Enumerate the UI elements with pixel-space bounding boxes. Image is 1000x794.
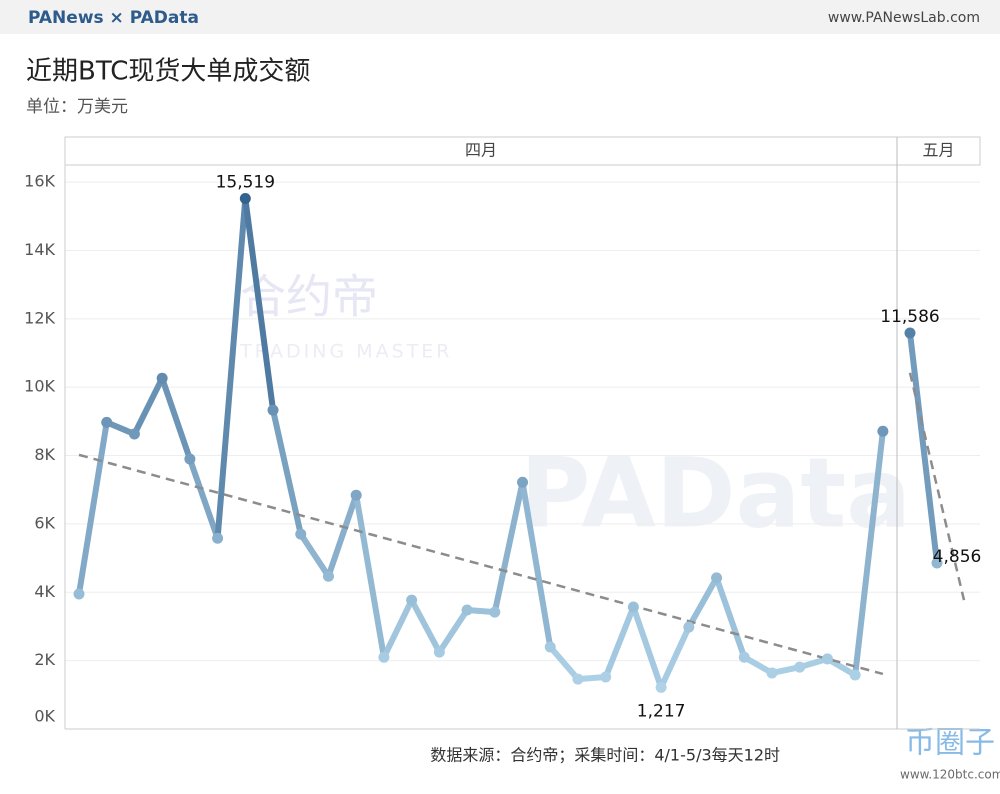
point: [711, 572, 723, 584]
point: [156, 372, 168, 384]
point: [600, 671, 612, 683]
point: [572, 673, 584, 685]
point: [322, 570, 334, 582]
line-segment: [519, 479, 554, 650]
line-segment: [630, 603, 665, 691]
panel-label: 五月: [922, 141, 954, 160]
y-tick-label: 4K: [34, 582, 55, 601]
y-tick-label: 8K: [34, 445, 55, 464]
point: [683, 621, 695, 633]
watermark: PAData: [520, 437, 911, 549]
source-note: 数据来源：合约帝；采集时间：4/1-5/3每天12时: [430, 746, 780, 765]
y-tick-label: 10K: [24, 377, 55, 396]
line-segment: [270, 407, 304, 538]
watermark: 币圈子: [905, 726, 995, 761]
site-url: www.PANewsLab.com: [828, 10, 980, 26]
line-segment: [685, 574, 720, 631]
y-tick-label: 14K: [24, 240, 55, 259]
point: [794, 661, 806, 673]
point: [101, 416, 113, 428]
chart-title: 近期BTC现货大单成交额: [26, 57, 310, 87]
point: [378, 651, 390, 663]
point: [295, 528, 307, 540]
point: [821, 653, 833, 665]
line-segment: [547, 643, 581, 683]
line-segment: [214, 195, 249, 542]
line-segment: [186, 455, 221, 542]
point: [128, 428, 140, 440]
point: [627, 601, 639, 613]
line-segment: [76, 419, 110, 597]
point: [433, 646, 445, 658]
point: [239, 193, 251, 205]
point: [738, 651, 750, 663]
chart-subtitle: 单位：万美元: [26, 97, 128, 117]
line-segment: [325, 492, 360, 580]
line-segment: [658, 624, 692, 691]
line-segment: [159, 375, 193, 462]
point: [766, 667, 778, 679]
line-segment: [408, 597, 443, 656]
line-segment: [131, 375, 166, 438]
line-segment: [436, 607, 471, 656]
y-tick-label: 6K: [34, 513, 55, 532]
watermark: TRADING MASTER: [239, 341, 453, 363]
header-strip: [64, 136, 981, 166]
point: [904, 327, 916, 339]
point: [350, 489, 362, 501]
point: [267, 404, 279, 416]
point: [849, 669, 861, 681]
point: [931, 557, 943, 569]
line-segment: [242, 195, 277, 414]
line-segment: [380, 597, 415, 661]
point: [73, 588, 85, 600]
plot: 0K 2K 4K 6K 8K 10K 12K 14K 16K 四月 15,519 1,217 五月 11,…: [24, 136, 982, 730]
point: [489, 606, 501, 618]
brand: PANews × PAData: [28, 8, 199, 28]
point: [406, 594, 418, 606]
panel-label: 四月: [465, 141, 497, 160]
y-tick-label: 16K: [24, 172, 55, 191]
trend-line: [78, 453, 884, 676]
data-label: 1,217: [637, 701, 686, 721]
point: [877, 425, 889, 437]
point: [184, 453, 196, 465]
line-segment: [353, 492, 387, 661]
data-label: 11,586: [880, 307, 939, 327]
line-segment: [852, 428, 886, 678]
line-segment: [713, 574, 748, 661]
line-segment: [491, 479, 526, 616]
data-label: 15,519: [216, 173, 275, 193]
line-segment: [907, 329, 940, 567]
line-segment: [602, 603, 637, 681]
line-segment: [297, 531, 332, 580]
point: [212, 532, 224, 544]
top-bar: [0, 0, 1000, 34]
y-tick-label: 2K: [34, 650, 55, 669]
point: [544, 641, 556, 653]
point: [655, 681, 667, 693]
watermark: www.120btc.com: [900, 768, 1000, 782]
point: [517, 476, 529, 488]
y-tick-label: 12K: [24, 308, 55, 327]
point: [461, 604, 473, 616]
data-label: 4,856: [933, 547, 982, 567]
trend-line: [908, 372, 966, 601]
y-tick-label: 0K: [34, 707, 55, 726]
